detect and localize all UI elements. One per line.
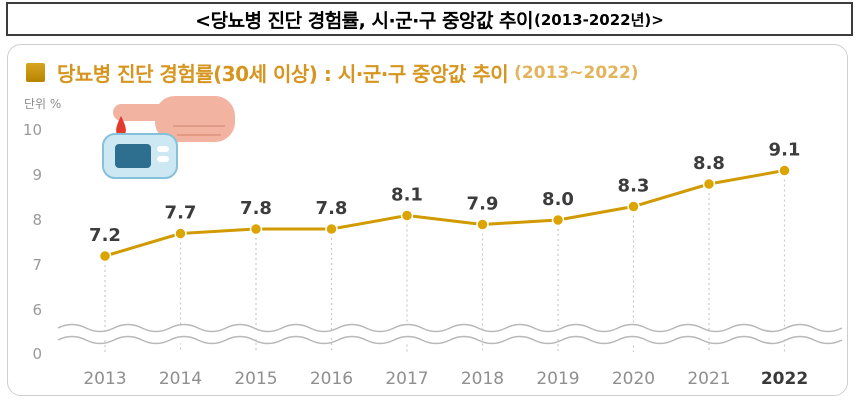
chart-title-range: (2013~2022) <box>514 62 639 83</box>
chart-title-row: 당뇨병 진단 경험률(30세 이상) : 시·군·구 중앙값 추이 (2013~… <box>8 45 847 87</box>
unit-label: 단위 % <box>24 97 62 111</box>
page-title-text: <당뇨병 진단 경험률, 시·군·구 중앙값 추이 <box>195 9 533 32</box>
chart-title: 당뇨병 진단 경험률(30세 이상) : 시·군·구 중앙값 추이 <box>57 62 509 86</box>
page-title-year: (2013-2022년)> <box>534 10 664 29</box>
page-title: <당뇨병 진단 경험률, 시·군·구 중앙값 추이 (2013-2022년)> <box>6 2 853 36</box>
title-bullet-icon <box>26 63 45 82</box>
chart-panel: 당뇨병 진단 경험률(30세 이상) : 시·군·구 중앙값 추이 (2013~… <box>7 44 848 396</box>
